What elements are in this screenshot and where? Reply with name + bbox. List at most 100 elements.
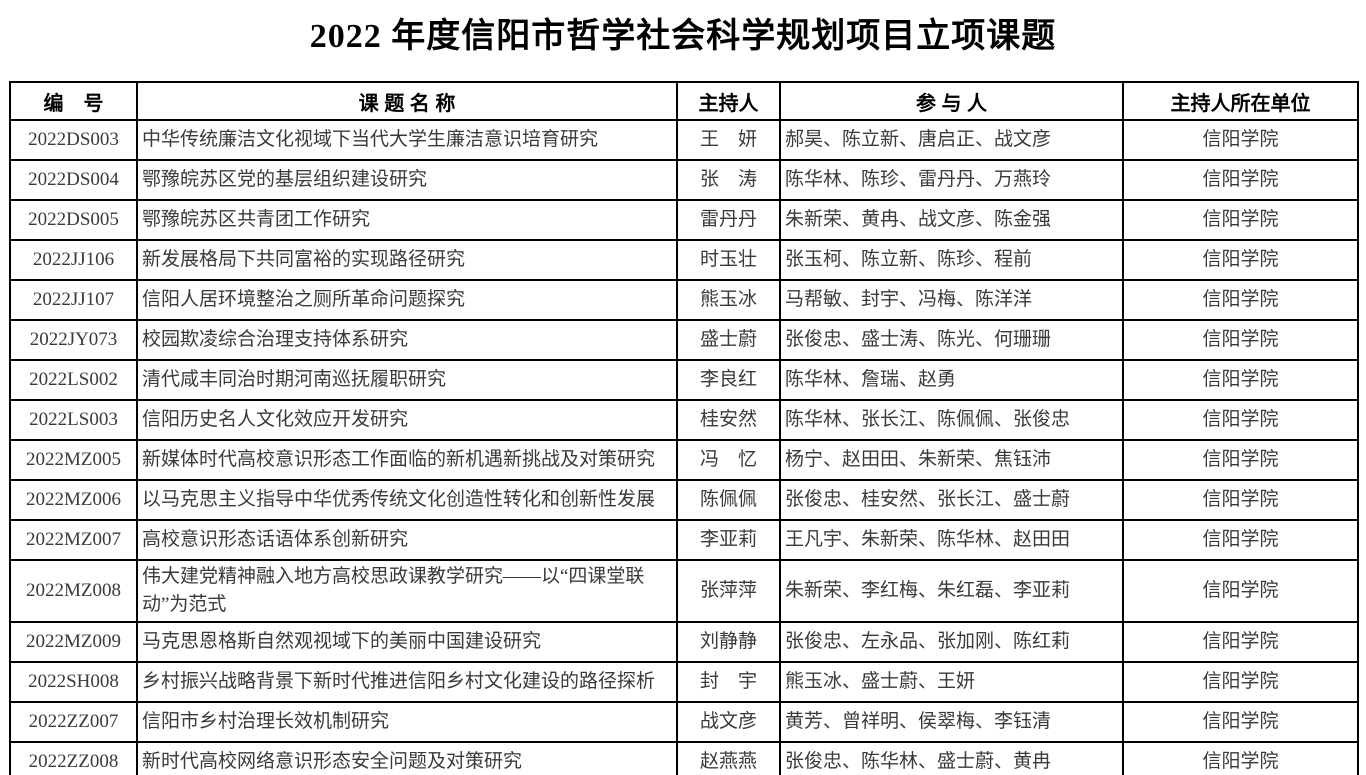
table-row: 2022DS005 鄂豫皖苏区共青团工作研究 雷丹丹 朱新荣、黄冉、战文彦、陈金强 信阳… <box>9 199 1359 241</box>
cell-participants: 熊玉冰、盛士蔚、王妍 <box>779 661 1124 703</box>
cell-participants: 朱新荣、黄冉、战文彦、陈金强 <box>779 199 1124 241</box>
cell-institution: 信阳学院 <box>1122 279 1359 321</box>
cell-leader: 时玉壮 <box>676 239 781 281</box>
cell-participants: 朱新荣、李红梅、朱红磊、李亚莉 <box>779 559 1124 623</box>
cell-institution: 信阳学院 <box>1122 621 1359 663</box>
cell-leader: 陈佩佩 <box>676 479 781 521</box>
cell-participants: 张俊忠、陈华林、盛士蔚、黄冉 <box>779 741 1124 775</box>
cell-topic: 新发展格局下共同富裕的实现路径研究 <box>136 239 678 281</box>
cell-participants: 张俊忠、盛士涛、陈光、何珊珊 <box>779 319 1124 361</box>
cell-institution: 信阳学院 <box>1122 701 1359 743</box>
cell-institution: 信阳学院 <box>1122 399 1359 441</box>
cell-code: 2022ZZ007 <box>9 701 138 743</box>
table-body: 2022DS003 中华传统廉洁文化视域下当代大学生廉洁意识培育研究王 妍郝昊、陈… <box>9 119 1359 775</box>
cell-code: 2022MZ006 <box>9 479 138 521</box>
cell-participants: 王凡宇、朱新荣、陈华林、赵田田 <box>779 519 1124 561</box>
column-header-topic: 课 题 名 称 <box>136 81 678 121</box>
cell-topic: 中华传统廉洁文化视域下当代大学生廉洁意识培育研究 <box>136 119 678 161</box>
cell-participants: 张俊忠、桂安然、张长江、盛士蔚 <box>779 479 1124 521</box>
cell-leader: 张 涛 <box>676 159 781 201</box>
table-row: 2022JJ107 信阳人居环境整治之厕所革命问题探究 熊玉冰 马帮敏、封宇、冯梅、陈… <box>9 279 1359 321</box>
cell-leader: 赵燕燕 <box>676 741 781 775</box>
cell-code: 2022JY073 <box>9 319 138 361</box>
column-header-institution: 主持人所在单位 <box>1122 81 1359 121</box>
cell-institution: 信阳学院 <box>1122 239 1359 281</box>
table-row: 2022LS003 信阳历史名人文化效应开发研究 桂安然 陈华林、张长江、陈佩佩、张俊… <box>9 399 1359 441</box>
cell-participants: 杨宁、赵田田、朱新荣、焦钰沛 <box>779 439 1124 481</box>
column-header-participants: 参 与 人 <box>779 81 1124 121</box>
cell-code: 2022MZ005 <box>9 439 138 481</box>
table-row: 2022MZ008 伟大建党精神融入地方高校思政课教学研究——以“四课堂联动”为范… <box>9 559 1359 623</box>
cell-institution: 信阳学院 <box>1122 559 1359 623</box>
cell-leader: 冯 忆 <box>676 439 781 481</box>
cell-leader: 刘静静 <box>676 621 781 663</box>
cell-institution: 信阳学院 <box>1122 199 1359 241</box>
cell-institution: 信阳学院 <box>1122 439 1359 481</box>
cell-topic: 乡村振兴战略背景下新时代推进信阳乡村文化建设的路径探析 <box>136 661 678 703</box>
cell-topic: 清代咸丰同治时期河南巡抚履职研究 <box>136 359 678 401</box>
cell-code: 2022DS005 <box>9 199 138 241</box>
table-row: 2022SH008 乡村振兴战略背景下新时代推进信阳乡村文化建设的路径探析封 宇熊… <box>9 661 1359 703</box>
cell-topic: 鄂豫皖苏区共青团工作研究 <box>136 199 678 241</box>
cell-participants: 陈华林、陈珍、雷丹丹、万燕玲 <box>779 159 1124 201</box>
cell-topic: 鄂豫皖苏区党的基层组织建设研究 <box>136 159 678 201</box>
cell-code: 2022LS003 <box>9 399 138 441</box>
cell-participants: 陈华林、詹瑞、赵勇 <box>779 359 1124 401</box>
table-row: 2022MZ005 新媒体时代高校意识形态工作面临的新机遇新挑战及对策研究冯 忆杨… <box>9 439 1359 481</box>
column-header-leader: 主持人 <box>676 81 781 121</box>
cell-leader: 王 妍 <box>676 119 781 161</box>
cell-institution: 信阳学院 <box>1122 319 1359 361</box>
cell-leader: 桂安然 <box>676 399 781 441</box>
cell-topic: 马克思恩格斯自然观视域下的美丽中国建设研究 <box>136 621 678 663</box>
cell-participants: 郝昊、陈立新、唐启正、战文彦 <box>779 119 1124 161</box>
table-row: 2022DS003 中华传统廉洁文化视域下当代大学生廉洁意识培育研究王 妍郝昊、陈… <box>9 119 1359 161</box>
cell-code: 2022SH008 <box>9 661 138 703</box>
cell-code: 2022MZ009 <box>9 621 138 663</box>
cell-participants: 陈华林、张长江、陈佩佩、张俊忠 <box>779 399 1124 441</box>
cell-leader: 李亚莉 <box>676 519 781 561</box>
cell-topic: 伟大建党精神融入地方高校思政课教学研究——以“四课堂联动”为范式 <box>136 559 678 623</box>
cell-institution: 信阳学院 <box>1122 359 1359 401</box>
cell-code: 2022JJ107 <box>9 279 138 321</box>
cell-institution: 信阳学院 <box>1122 741 1359 775</box>
cell-code: 2022DS003 <box>9 119 138 161</box>
cell-participants: 黄芳、曾祥明、侯翠梅、李钰清 <box>779 701 1124 743</box>
table-row: 2022DS004 鄂豫皖苏区党的基层组织建设研究张 涛陈华林、陈珍、雷丹丹、万燕… <box>9 159 1359 201</box>
cell-participants: 张俊忠、左永品、张加刚、陈红莉 <box>779 621 1124 663</box>
cell-code: 2022MZ008 <box>9 559 138 623</box>
cell-topic: 高校意识形态话语体系创新研究 <box>136 519 678 561</box>
cell-leader: 熊玉冰 <box>676 279 781 321</box>
cell-participants: 马帮敏、封宇、冯梅、陈洋洋 <box>779 279 1124 321</box>
cell-topic: 以马克思主义指导中华优秀传统文化创造性转化和创新性发展 <box>136 479 678 521</box>
page-title: 2022 年度信阳市哲学社会科学规划项目立项课题 <box>309 18 1057 55</box>
cell-institution: 信阳学院 <box>1122 661 1359 703</box>
cell-code: 2022ZZ008 <box>9 741 138 775</box>
cell-topic: 信阳人居环境整治之厕所革命问题探究 <box>136 279 678 321</box>
cell-code: 2022LS002 <box>9 359 138 401</box>
table-header-row: 编 号 课 题 名 称 主持人 参 与 人 主持人所在单位 <box>9 81 1359 121</box>
cell-topic: 新媒体时代高校意识形态工作面临的新机遇新挑战及对策研究 <box>136 439 678 481</box>
cell-code: 2022DS004 <box>9 159 138 201</box>
cell-leader: 张萍萍 <box>676 559 781 623</box>
cell-participants: 张玉柯、陈立新、陈珍、程前 <box>779 239 1124 281</box>
cell-topic: 校园欺凌综合治理支持体系研究 <box>136 319 678 361</box>
cell-leader: 封 宇 <box>676 661 781 703</box>
projects-table: 编 号 课 题 名 称 主持人 参 与 人 主持人所在单位 2022DS003 中… <box>9 81 1359 775</box>
table-row: 2022JJ106 新发展格局下共同富裕的实现路径研究 时玉壮 张玉柯、陈立新、陈珍、… <box>9 239 1359 281</box>
cell-institution: 信阳学院 <box>1122 119 1359 161</box>
table-row: 2022MZ006 以马克思主义指导中华优秀传统文化创造性转化和创新性发展 陈佩佩张… <box>9 479 1359 521</box>
table-row: 2022MZ009 马克思恩格斯自然观视域下的美丽中国建设研究 刘静静 张俊忠、左永品… <box>9 621 1359 663</box>
cell-institution: 信阳学院 <box>1122 479 1359 521</box>
cell-topic: 信阳市乡村治理长效机制研究 <box>136 701 678 743</box>
cell-institution: 信阳学院 <box>1122 519 1359 561</box>
table-row: 2022MZ007 高校意识形态话语体系创新研究 李亚莉 王凡宇、朱新荣、陈华林、赵田… <box>9 519 1359 561</box>
table-row: 2022LS002 清代咸丰同治时期河南巡抚履职研究 李良红 陈华林、詹瑞、赵勇 信阳学… <box>9 359 1359 401</box>
column-header-code: 编 号 <box>9 81 138 121</box>
cell-code: 2022JJ106 <box>9 239 138 281</box>
cell-code: 2022MZ007 <box>9 519 138 561</box>
cell-institution: 信阳学院 <box>1122 159 1359 201</box>
cell-leader: 雷丹丹 <box>676 199 781 241</box>
cell-topic: 信阳历史名人文化效应开发研究 <box>136 399 678 441</box>
cell-leader: 李良红 <box>676 359 781 401</box>
